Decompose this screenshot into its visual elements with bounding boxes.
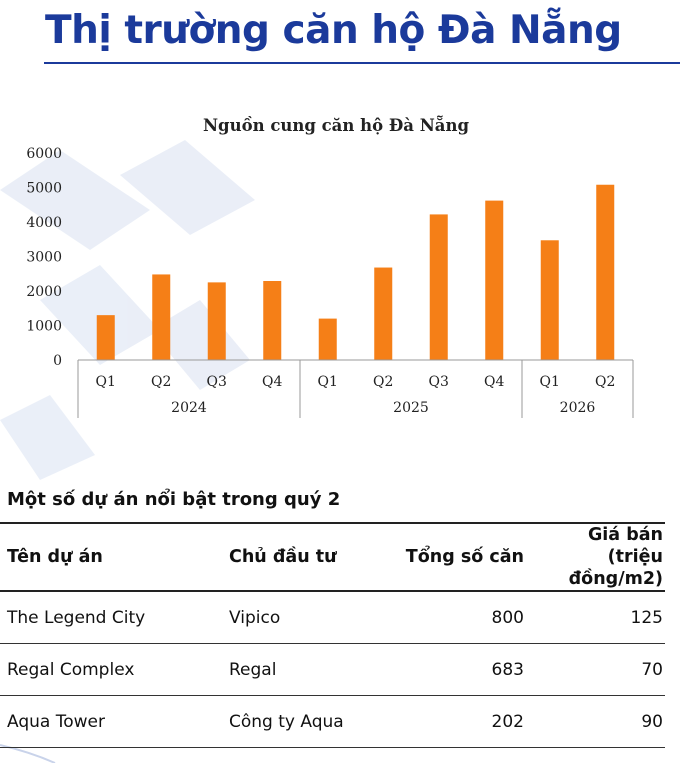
y-tick-label: 0 [53,353,62,369]
bar [263,280,282,360]
bar [152,274,171,360]
cell-price: 70 [526,643,665,696]
bar [596,184,615,360]
supply-bar-chart: Nguồn cung căn hộ Đà Nẵng 0 1000 2000 3000 4… [26,114,634,418]
y-tick-label: 1000 [26,319,62,335]
header-price-line2: đồng/m2) [568,569,663,589]
cell-total-units: 683 [379,643,526,696]
cell-investor: Vipico [222,591,379,644]
x-group-label: 2026 [560,400,596,416]
header-price: Giá bán (triệu đồng/m2) [526,522,665,592]
cell-project-name: The Legend City [0,591,222,644]
title-underline [44,62,680,64]
x-tick-label: Q1 [540,374,560,390]
bar [374,267,393,360]
table-row: Regal Complex Regal 683 70 [0,643,665,696]
bar [207,282,226,360]
x-tick-label: Q1 [318,374,338,390]
x-group-label: 2024 [171,400,207,416]
header-total-units: Tổng số căn [379,522,526,592]
x-tick-label: Q4 [262,374,282,390]
table-header-row: Tên dự án Chủ đầu tư Tổng số căn Giá bán… [0,522,665,592]
table-row: The Legend City Vipico 800 125 [0,591,665,644]
x-tick-label: Q4 [484,374,504,390]
y-tick-label: 2000 [26,284,62,300]
y-tick-label: 4000 [26,215,62,231]
x-tick-label: Q1 [96,374,116,390]
header-price-line1: Giá bán (triệu [587,525,663,567]
cell-price: 125 [526,591,665,644]
cell-project-name: Aqua Tower [0,695,222,748]
cell-total-units: 800 [379,591,526,644]
cell-total-units: 202 [379,695,526,748]
projects-table: Tên dự án Chủ đầu tư Tổng số căn Giá bán… [0,522,665,748]
bar [540,240,559,360]
bar [485,200,504,360]
bar [96,315,115,360]
cell-project-name: Regal Complex [0,643,222,696]
x-tick-label: Q2 [373,374,393,390]
bars [96,184,615,360]
bar [318,318,337,360]
page-title: Thị trường căn hộ Đà Nẵng [45,8,622,53]
y-axis: 0 1000 2000 3000 4000 5000 6000 [26,146,62,369]
x-tick-label: Q3 [207,374,227,390]
y-tick-label: 6000 [26,146,62,162]
header-investor: Chủ đầu tư [222,522,379,592]
x-group-label: 2025 [393,400,429,416]
bar [429,214,448,360]
x-tick-label: Q2 [595,374,615,390]
cell-investor: Công ty Aqua [222,695,379,748]
header-project-name: Tên dự án [0,522,222,592]
chart-title: Nguồn cung căn hộ Đà Nẵng [203,114,470,135]
y-tick-label: 3000 [26,250,62,266]
x-tick-label: Q2 [151,374,171,390]
y-tick-label: 5000 [26,181,62,197]
cell-investor: Regal [222,643,379,696]
table-row: Aqua Tower Công ty Aqua 202 90 [0,695,665,748]
x-tick-label: Q3 [429,374,449,390]
projects-section-title: Một số dự án nổi bật trong quý 2 [7,489,341,510]
cell-price: 90 [526,695,665,748]
